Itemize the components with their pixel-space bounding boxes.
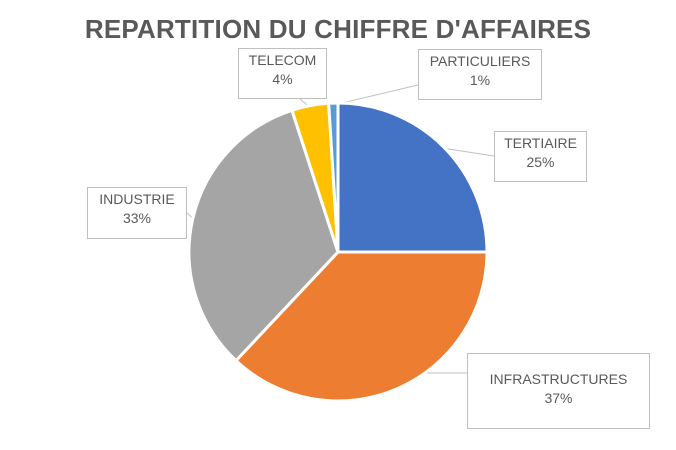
callout-particuliers: PARTICULIERS 1% bbox=[418, 49, 542, 100]
callout-label: INDUSTRIE bbox=[99, 191, 175, 207]
callout-infrastructures: INFRASTRUCTURES 37% bbox=[467, 353, 650, 429]
chart-title: REPARTITION DU CHIFFRE D'AFFAIRES bbox=[84, 14, 592, 44]
callout-label: TELECOM bbox=[248, 52, 317, 68]
callout-telecom: TELECOM 4% bbox=[238, 48, 327, 99]
leader-line bbox=[441, 147, 495, 157]
callout-label: PARTICULIERS bbox=[429, 53, 531, 69]
callout-value: 4% bbox=[272, 71, 293, 87]
callout-value: 1% bbox=[469, 72, 491, 88]
leader-line bbox=[333, 84, 419, 106]
callout-label: INFRASTRUCTURES bbox=[489, 371, 628, 387]
callout-value: 33% bbox=[122, 210, 152, 226]
pie-slices bbox=[187, 101, 489, 403]
callout-value: 37% bbox=[544, 390, 573, 406]
callout-industrie: INDUSTRIE 33% bbox=[87, 187, 187, 239]
slice-infrastructures bbox=[234, 250, 489, 403]
callout-tertiaire: TERTIAIRE 25% bbox=[494, 131, 587, 182]
slice-particuliers bbox=[327, 101, 340, 254]
slice-industrie bbox=[187, 108, 340, 363]
callout-value: 25% bbox=[526, 154, 555, 170]
slice-tertiaire bbox=[336, 101, 489, 254]
callout-label: TERTIAIRE bbox=[504, 135, 577, 151]
